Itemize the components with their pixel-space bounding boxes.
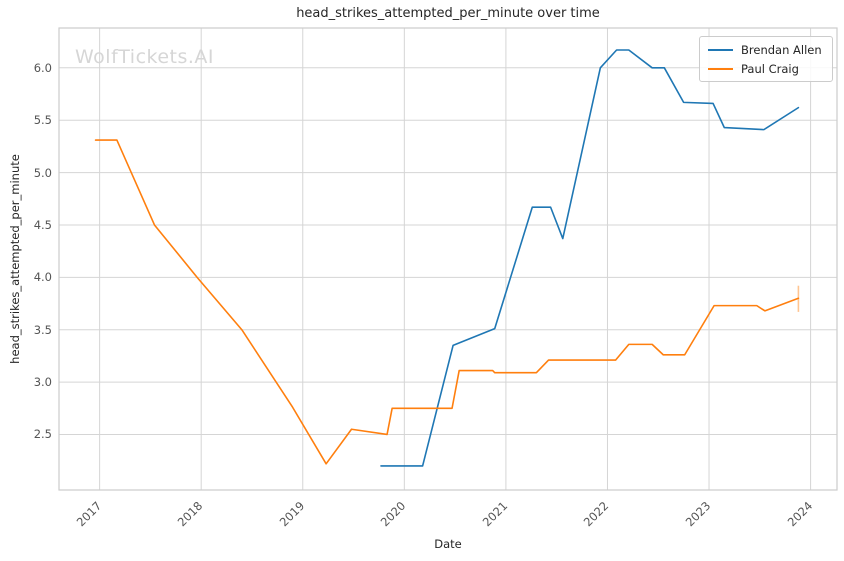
- y-tick-label: 6.0: [33, 60, 52, 75]
- x-axis-label: Date: [434, 537, 462, 551]
- legend-item-brendan-allen: Brendan Allen: [708, 42, 822, 57]
- chart-title: head_strikes_attempted_per_minute over t…: [296, 6, 600, 21]
- y-tick-label: 4.5: [33, 217, 52, 232]
- y-tick-label: 3.5: [33, 322, 52, 337]
- legend-label: Brendan Allen: [741, 42, 822, 57]
- y-tick-label: 4.0: [33, 270, 52, 285]
- y-tick-label: 5.5: [33, 113, 52, 128]
- legend-line-swatch: [708, 48, 733, 51]
- y-tick-label: 5.0: [33, 165, 52, 180]
- y-tick-label: 3.0: [33, 375, 52, 390]
- legend-label: Paul Craig: [741, 61, 799, 76]
- watermark: WolfTickets.AI: [75, 46, 215, 68]
- legend-line-swatch: [708, 67, 733, 70]
- legend-item-paul-craig: Paul Craig: [708, 61, 822, 76]
- legend: Brendan Allen Paul Craig: [699, 36, 833, 82]
- y-tick-label: 2.5: [33, 427, 52, 442]
